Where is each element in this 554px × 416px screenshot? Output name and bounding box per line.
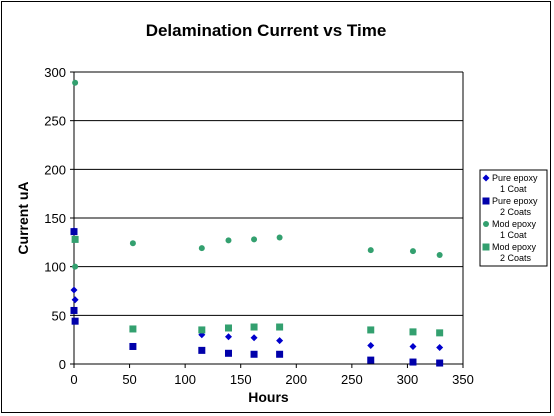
series-2-point-2 <box>70 306 78 314</box>
legend-label-4-line-2: 2 Coats <box>500 253 532 263</box>
y-tick-label-300: 300 <box>44 65 66 80</box>
series-3-point-10 <box>436 251 443 258</box>
series-2-point-9 <box>367 356 375 364</box>
x-tick-label-350: 350 <box>452 372 474 387</box>
series-3-point-3 <box>129 240 136 247</box>
legend-label-3-line-2: 1 Coat <box>500 230 527 240</box>
series-1-point-10 <box>436 343 444 351</box>
series-1-point-7 <box>276 337 284 345</box>
series-1-point-8 <box>367 342 375 350</box>
series-4-point-1 <box>71 235 79 243</box>
x-tick-label-150: 150 <box>230 372 252 387</box>
x-tick-label-200: 200 <box>285 372 307 387</box>
legend-label-4-line-1: Mod epoxy <box>492 242 537 252</box>
series-3-point-4 <box>198 245 205 252</box>
y-tick-label-250: 250 <box>44 114 66 129</box>
series-2-point-7 <box>250 350 258 358</box>
series-4-point-3 <box>198 326 206 334</box>
series-1-point-9 <box>409 342 417 350</box>
x-axis-label: Hours <box>248 389 289 405</box>
series-1-point-3 <box>71 296 79 304</box>
legend-label-2-line-1: Pure epoxy <box>492 196 538 206</box>
legend-marker-2 <box>482 197 490 205</box>
series-2-point-10 <box>409 358 417 366</box>
legend-label-3-line-1: Mod epoxy <box>492 219 537 229</box>
legend-box <box>479 169 548 267</box>
series-3-point-6 <box>251 236 258 243</box>
legend-label-1-line-2: 1 Coat <box>500 184 527 194</box>
series-2-point-5 <box>198 346 206 354</box>
series-2-point-1 <box>70 228 78 236</box>
series-3-point-2 <box>72 263 79 270</box>
axes <box>70 71 464 368</box>
series-2-point-6 <box>224 349 232 357</box>
series-1-point-6 <box>250 334 258 342</box>
tick-labels: 0 50 100 150 200 250 300 0 50 100 150 200 250 300 350 <box>44 65 474 387</box>
series-4-point-6 <box>276 323 284 331</box>
series-3-point-8 <box>367 247 374 254</box>
series-4-point-9 <box>436 329 444 337</box>
data-points <box>70 79 444 367</box>
x-tick-label-0: 0 <box>70 372 77 387</box>
y-tick-label-200: 200 <box>44 162 66 177</box>
legend-marker-4 <box>482 243 490 251</box>
series-3-point-7 <box>276 234 283 241</box>
legend-label-2-line-2: 2 Coats <box>500 207 532 217</box>
series-2-point-4 <box>129 342 137 350</box>
series-1-point-2 <box>70 286 78 294</box>
x-tick-label-50: 50 <box>122 372 136 387</box>
x-tick-label-250: 250 <box>341 372 363 387</box>
series-2-point-8 <box>276 350 284 358</box>
x-tick-label-100: 100 <box>174 372 196 387</box>
grid-lines <box>74 71 463 316</box>
y-tick-label-50: 50 <box>52 308 66 323</box>
y-tick-label-0: 0 <box>59 357 66 372</box>
y-tick-label-150: 150 <box>44 211 66 226</box>
series-2-point-11 <box>436 359 444 367</box>
series-4-point-4 <box>224 324 232 332</box>
legend-marker-3 <box>483 221 489 227</box>
series-4-point-8 <box>409 328 417 336</box>
series-4-point-2 <box>129 325 137 333</box>
series-3-point-5 <box>225 237 232 244</box>
series-1-point-5 <box>224 333 232 341</box>
series-2-point-3 <box>71 317 79 325</box>
x-tick-label-300: 300 <box>397 372 419 387</box>
y-axis-label: Current uA <box>15 181 31 254</box>
chart-title: Delamination Current vs Time <box>146 21 387 40</box>
y-tick-label-100: 100 <box>44 260 66 275</box>
legend-label-1-line-1: Pure epoxy <box>492 173 538 183</box>
series-3-point-9 <box>409 248 416 255</box>
series-3-point-1 <box>72 79 79 86</box>
legend-marker-1 <box>482 174 490 182</box>
series-4-point-5 <box>250 323 258 331</box>
series-4-point-7 <box>367 326 375 334</box>
